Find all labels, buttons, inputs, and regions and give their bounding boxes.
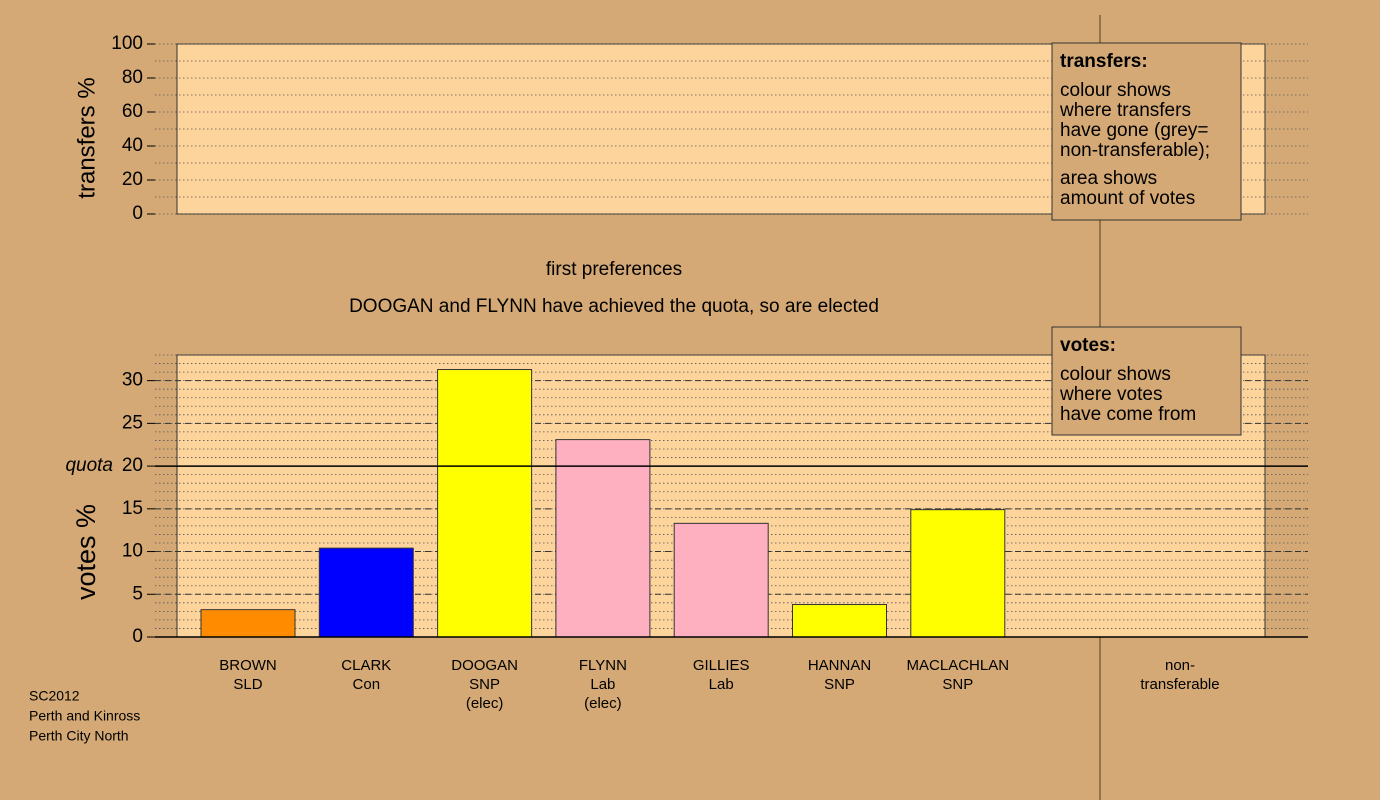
x-tick-label: SNP [824, 676, 855, 693]
legend-title: transfers: [1060, 51, 1148, 72]
x-tick-label: MACLACHLAN [907, 657, 1010, 674]
y-tick-label: 80 [122, 67, 143, 88]
x-tick-label: (elec) [584, 695, 622, 712]
bar [792, 604, 887, 638]
x-tick-label: HANNAN [808, 657, 871, 674]
x-tick-label: Con [353, 676, 381, 693]
chart-subtitle: DOOGAN and FLYNN have achieved the quota… [349, 296, 879, 317]
bar [200, 609, 296, 638]
x-tick-label: SNP [942, 676, 973, 693]
x-tick-label: SLD [233, 676, 262, 693]
footer-text: Perth City North [29, 728, 129, 744]
y-tick-label: 0 [132, 626, 143, 647]
y-tick-label: 40 [122, 135, 143, 156]
x-tick-label: BROWN [219, 657, 277, 674]
bar [910, 509, 1006, 638]
chart-title: first preferences [546, 259, 682, 280]
bar [437, 369, 533, 638]
y-tick-label: 20 [122, 455, 143, 476]
y-tick-label: 25 [122, 412, 143, 433]
legend-text: have gone (grey= [1060, 120, 1208, 141]
x-tick-label: CLARK [341, 657, 391, 674]
legend-title: votes: [1060, 335, 1116, 356]
y-tick-label: 100 [111, 33, 143, 54]
y-tick-label: 0 [132, 203, 143, 224]
x-tick-label: FLYNN [579, 657, 627, 674]
y-axis-label: votes % [71, 504, 101, 600]
bar [318, 547, 414, 638]
y-tick-label: 60 [122, 101, 143, 122]
bar [673, 522, 769, 638]
x-tick-label: non- [1165, 657, 1195, 674]
legend-box [1051, 326, 1242, 436]
legend-text: have come from [1060, 404, 1196, 425]
x-tick-label: transferable [1140, 676, 1219, 693]
bar [555, 439, 651, 638]
legend-text: amount of votes [1060, 188, 1195, 209]
legend-text: colour shows [1060, 80, 1171, 101]
quota-label: quota [65, 455, 113, 476]
x-tick-label: GILLIES [693, 657, 750, 674]
legend-text: non-transferable); [1060, 140, 1210, 161]
y-tick-label: 30 [122, 370, 143, 391]
y-tick-label: 20 [122, 169, 143, 190]
x-tick-label: SNP [469, 676, 500, 693]
x-tick-label: DOOGAN [451, 657, 518, 674]
y-axis-label: transfers % [73, 77, 100, 198]
y-tick-label: 5 [132, 583, 143, 604]
x-tick-label: (elec) [466, 695, 504, 712]
x-tick-label: Lab [709, 676, 734, 693]
x-tick-label: Lab [590, 676, 615, 693]
y-tick-label: 10 [122, 541, 143, 562]
footer-text: Perth and Kinross [29, 708, 140, 724]
footer-text: SC2012 [29, 688, 80, 704]
y-tick-label: 15 [122, 498, 143, 519]
legend-text: where votes [1059, 384, 1162, 405]
legend-text: where transfers [1059, 100, 1191, 121]
legend-text: colour shows [1060, 364, 1171, 385]
legend-box [1051, 42, 1242, 221]
legend-text: area shows [1060, 168, 1157, 189]
